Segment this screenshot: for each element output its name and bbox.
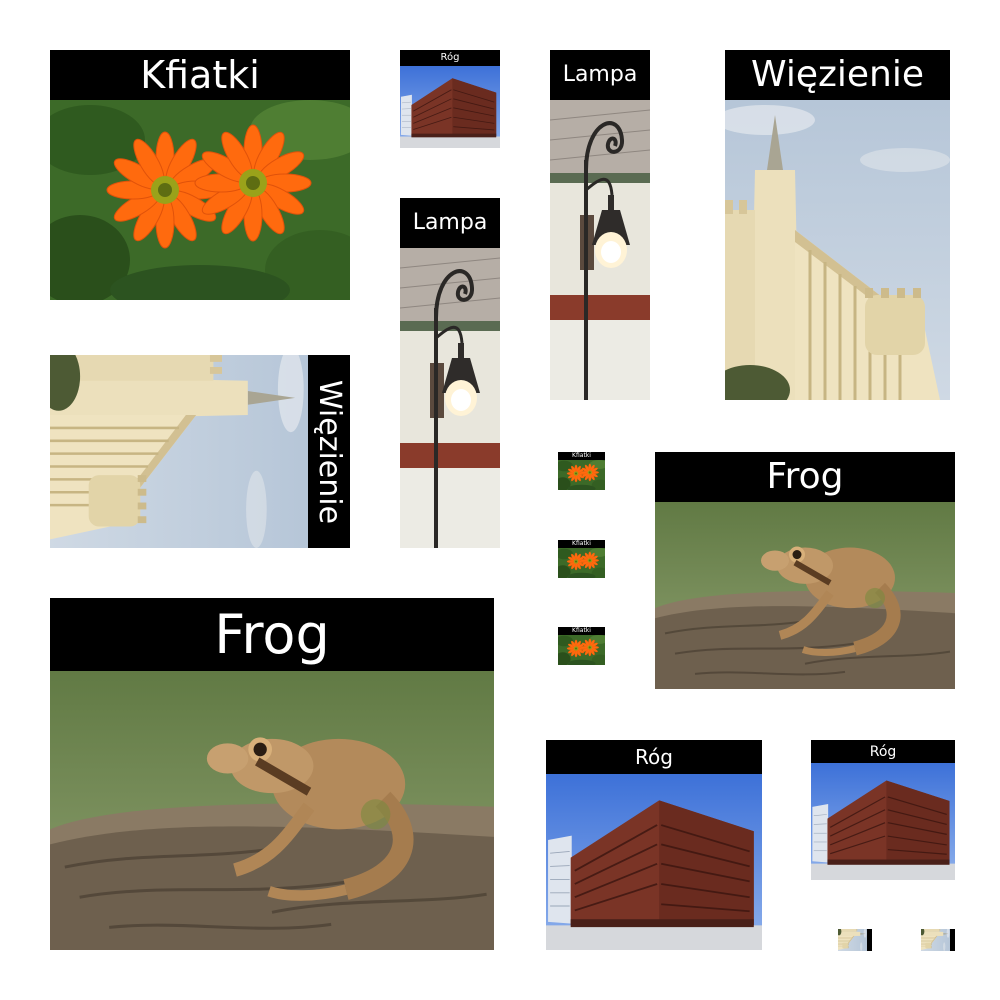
kfiatki-mini-caption: Kfiatki	[558, 540, 605, 548]
building-image-medium	[546, 774, 762, 950]
lampa-tile-2: Lampa	[550, 50, 650, 400]
kfiatki-mini-tile-3: Kfiatki	[558, 627, 605, 665]
orange-flowers-image-mini	[558, 548, 605, 578]
street-lamp-image-2	[550, 100, 650, 400]
frog-medium-tile: Frog	[655, 452, 955, 689]
lampa-tile-1: Lampa	[400, 198, 500, 548]
rog-small-caption: Róg	[811, 740, 955, 763]
kfiatki-caption: Kfiatki	[50, 50, 350, 100]
rog-small-tile: Róg	[811, 740, 955, 880]
rog-tiny-tile: Róg	[400, 50, 500, 148]
building-image-tiny	[400, 66, 500, 148]
orange-flowers-image	[50, 100, 350, 300]
kfiatki-mini-tile-2: Kfiatki	[558, 540, 605, 578]
frog-large-tile: Frog	[50, 598, 494, 950]
frog-large-caption: Frog	[50, 598, 494, 671]
wiezienie-rotated-tiny-caption-bar	[867, 929, 872, 951]
castle-image	[725, 100, 950, 400]
frog-image-large	[50, 671, 494, 950]
frog-medium-caption: Frog	[655, 452, 955, 502]
kfiatki-mini-tile-1: Kfiatki	[558, 452, 605, 490]
wiezienie-rotated-caption-bar: Więzienie	[308, 355, 350, 548]
wiezienie-caption: Więzienie	[725, 50, 950, 100]
kfiatki-mini-caption: Kfiatki	[558, 452, 605, 460]
wiezienie-tile: Więzienie	[725, 50, 950, 400]
wiezienie-rotated-tiny-caption-bar	[950, 929, 955, 951]
rog-tiny-caption: Róg	[400, 50, 500, 66]
wiezienie-rotated-tile: Więzienie	[50, 355, 350, 548]
frog-image-medium	[655, 502, 955, 689]
castle-image-rotated	[50, 355, 308, 548]
castle-image-rotated-tiny	[921, 929, 950, 951]
kfiatki-tile: Kfiatki	[50, 50, 350, 300]
kfiatki-mini-caption: Kfiatki	[558, 627, 605, 635]
wiezienie-rotated-tiny-tile-1	[838, 929, 872, 951]
street-lamp-image-1	[400, 248, 500, 548]
rog-medium-caption: Róg	[546, 740, 762, 774]
orange-flowers-image-mini	[558, 460, 605, 490]
orange-flowers-image-mini	[558, 635, 605, 665]
lampa-caption-2: Lampa	[550, 50, 650, 100]
wiezienie-rotated-tiny-tile-2	[921, 929, 955, 951]
rog-medium-tile: Róg	[546, 740, 762, 950]
lampa-caption-1: Lampa	[400, 198, 500, 248]
wiezienie-rotated-caption: Więzienie	[314, 379, 344, 523]
building-image-small	[811, 763, 955, 880]
castle-image-rotated-tiny	[838, 929, 867, 951]
